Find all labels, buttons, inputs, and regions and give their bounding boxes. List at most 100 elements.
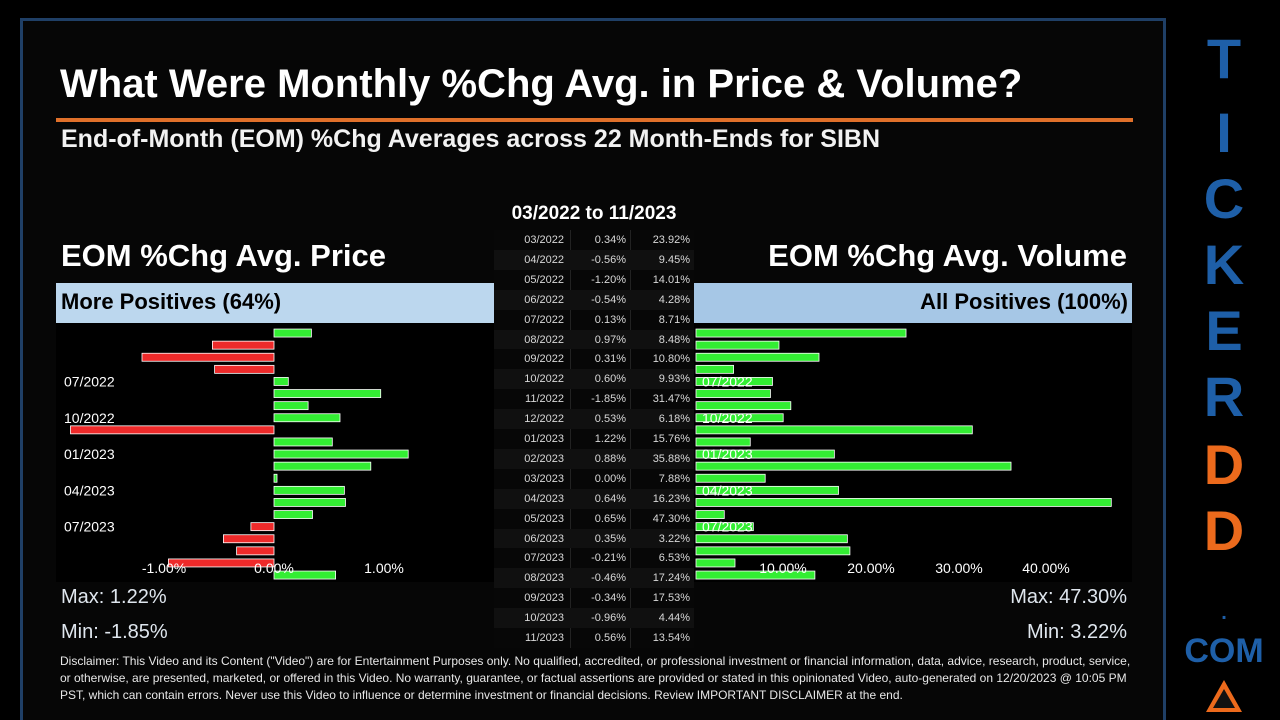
table-cell-volume: 10.80% [652, 353, 690, 366]
table-cell-volume: 8.71% [658, 313, 690, 326]
table-cell-price: 0.35% [594, 532, 626, 545]
date-range-label: 03/2022 to 11/2023 [511, 203, 677, 224]
table-cell-price: -0.34% [591, 592, 626, 605]
x-tick-label: 10.00% [759, 560, 806, 576]
bar-01/2023 [273, 449, 409, 459]
x-tick-label: 30.00% [935, 560, 982, 576]
table-cell-price: 0.65% [594, 512, 626, 525]
table-cell-month: 10/2023 [524, 612, 564, 625]
table-cell-month: 01/2023 [524, 433, 564, 446]
category-label: 01/2023 [64, 446, 115, 462]
table-cell-month: 03/2023 [524, 472, 564, 485]
bar-07/2022 [695, 377, 773, 386]
table-cell-price: 0.56% [594, 632, 626, 645]
title-underline [56, 118, 1133, 122]
table-cell-volume: 6.53% [658, 552, 690, 565]
volume-panel-title: EOM %Chg Avg. Volume [768, 238, 1127, 273]
triangle-inner [1213, 689, 1235, 708]
table-cell-month: 03/2022 [524, 234, 564, 246]
table-row: 03/2023 0.00% 7.88% [494, 469, 694, 489]
table-row: 05/2022 -1.20% 14.01% [494, 270, 694, 290]
table-row: 06/2022 -0.54% 4.28% [494, 289, 694, 310]
bar-08/2023 [695, 534, 848, 544]
bar-08/2023 [222, 534, 275, 544]
table-row: 07/2022 0.13% 8.71% [494, 310, 694, 330]
table-cell-price: 0.53% [594, 413, 626, 426]
table-row: 02/2023 0.88% 35.88% [494, 448, 694, 469]
category-label: 07/2023 [64, 519, 115, 535]
table-cell-month: 05/2022 [524, 273, 564, 286]
brand-letter: I [1216, 101, 1232, 164]
bar-11/2023 [695, 570, 816, 580]
table-cell-volume: 17.53% [652, 592, 690, 605]
bar-03/2022 [273, 328, 312, 338]
bar-03/2023 [695, 473, 766, 483]
table-row: 11/2023 0.56% 13.54% [494, 628, 694, 648]
bar-11/2022 [695, 425, 973, 435]
table-cell-price: -0.46% [591, 572, 626, 585]
table-divider [570, 230, 571, 648]
table-row: 05/2023 0.65% 47.30% [494, 509, 694, 529]
table-cell-month: 07/2022 [524, 313, 564, 326]
table-cell-month: 06/2023 [524, 532, 564, 545]
bar-06/2023 [273, 510, 313, 519]
category-label: 10/2022 [64, 410, 115, 426]
bar-04/2023 [273, 485, 345, 495]
table-cell-volume: 8.48% [658, 333, 690, 346]
monthly-data-table: 03/2022 0.34% 23.92% 04/2022 -0.56% 9.45% 05/2… [494, 230, 694, 648]
bar-11/2022 [70, 425, 275, 435]
bar-01/2023 [695, 449, 835, 459]
warning-triangle-icon [1206, 680, 1242, 712]
table-cell-month: 08/2023 [524, 572, 564, 585]
table-cell-price: -0.56% [591, 253, 626, 266]
table-cell-month: 07/2023 [524, 552, 564, 565]
table-cell-month: 11/2023 [525, 632, 564, 645]
volume-max-stat: Max: 47.30% [1010, 586, 1127, 608]
table-cell-price: 0.64% [594, 492, 626, 505]
price-panel-title: EOM %Chg Avg. Price [61, 238, 386, 273]
bar-05/2022 [695, 352, 820, 362]
bar-07/2023 [695, 522, 754, 532]
table-cell-volume: 3.22% [658, 532, 690, 545]
table-cell-price: -0.21% [591, 552, 626, 565]
price-summary-band: More Positives (64%) [56, 283, 494, 323]
x-tick-label: 40.00% [1022, 560, 1069, 576]
category-label: 07/2023 [702, 519, 753, 535]
page-title: What Were Monthly %Chg Avg. in Price & V… [60, 62, 1023, 106]
bar-02/2023 [273, 461, 372, 471]
volume-chart: 07/2022 10/2022 01/2023 04/2023 07/2023 10.00… [694, 323, 1132, 582]
table-row: 06/2023 0.35% 3.22% [494, 528, 694, 549]
table-cell-month: 02/2023 [524, 452, 564, 465]
bar-04/2022 [695, 340, 780, 350]
table-row: 10/2022 0.60% 9.93% [494, 369, 694, 390]
x-tick-label: -1.00% [142, 560, 186, 576]
bar-03/2023 [273, 473, 278, 483]
brand-letter: T [1206, 27, 1242, 90]
table-cell-volume: 9.93% [658, 373, 690, 386]
category-label: 10/2022 [702, 410, 753, 426]
x-tick-label: 1.00% [364, 560, 404, 576]
table-cell-price: 0.60% [594, 373, 626, 386]
table-cell-month: 10/2022 [524, 373, 564, 386]
bar-02/2023 [695, 461, 1012, 471]
brand-letter: E [1205, 299, 1243, 362]
table-cell-price: 0.97% [594, 333, 626, 346]
table-cell-volume: 35.88% [652, 452, 690, 465]
table-cell-volume: 9.45% [658, 253, 690, 266]
page-subtitle: End-of-Month (EOM) %Chg Averages across … [61, 125, 881, 153]
table-cell-month: 05/2023 [524, 512, 564, 525]
table-cell-month: 04/2022 [524, 253, 564, 266]
bar-10/2022 [695, 413, 784, 423]
x-tick-label: 0.00% [254, 560, 294, 576]
category-label: 04/2023 [64, 482, 115, 498]
table-cell-month: 12/2022 [524, 413, 564, 426]
volume-chart-svg: 07/2022 10/2022 01/2023 04/2023 07/2023 10.00… [695, 328, 1112, 580]
bar-09/2022 [695, 401, 792, 411]
brand-letter: C [1203, 167, 1245, 230]
bar-12/2022 [273, 437, 333, 447]
bar-12/2022 [695, 437, 751, 447]
table-row: 08/2023 -0.46% 17.24% [494, 568, 694, 589]
bar-05/2023 [273, 498, 346, 507]
bar-05/2022 [141, 352, 275, 362]
table-cell-volume: 23.92% [652, 234, 690, 246]
